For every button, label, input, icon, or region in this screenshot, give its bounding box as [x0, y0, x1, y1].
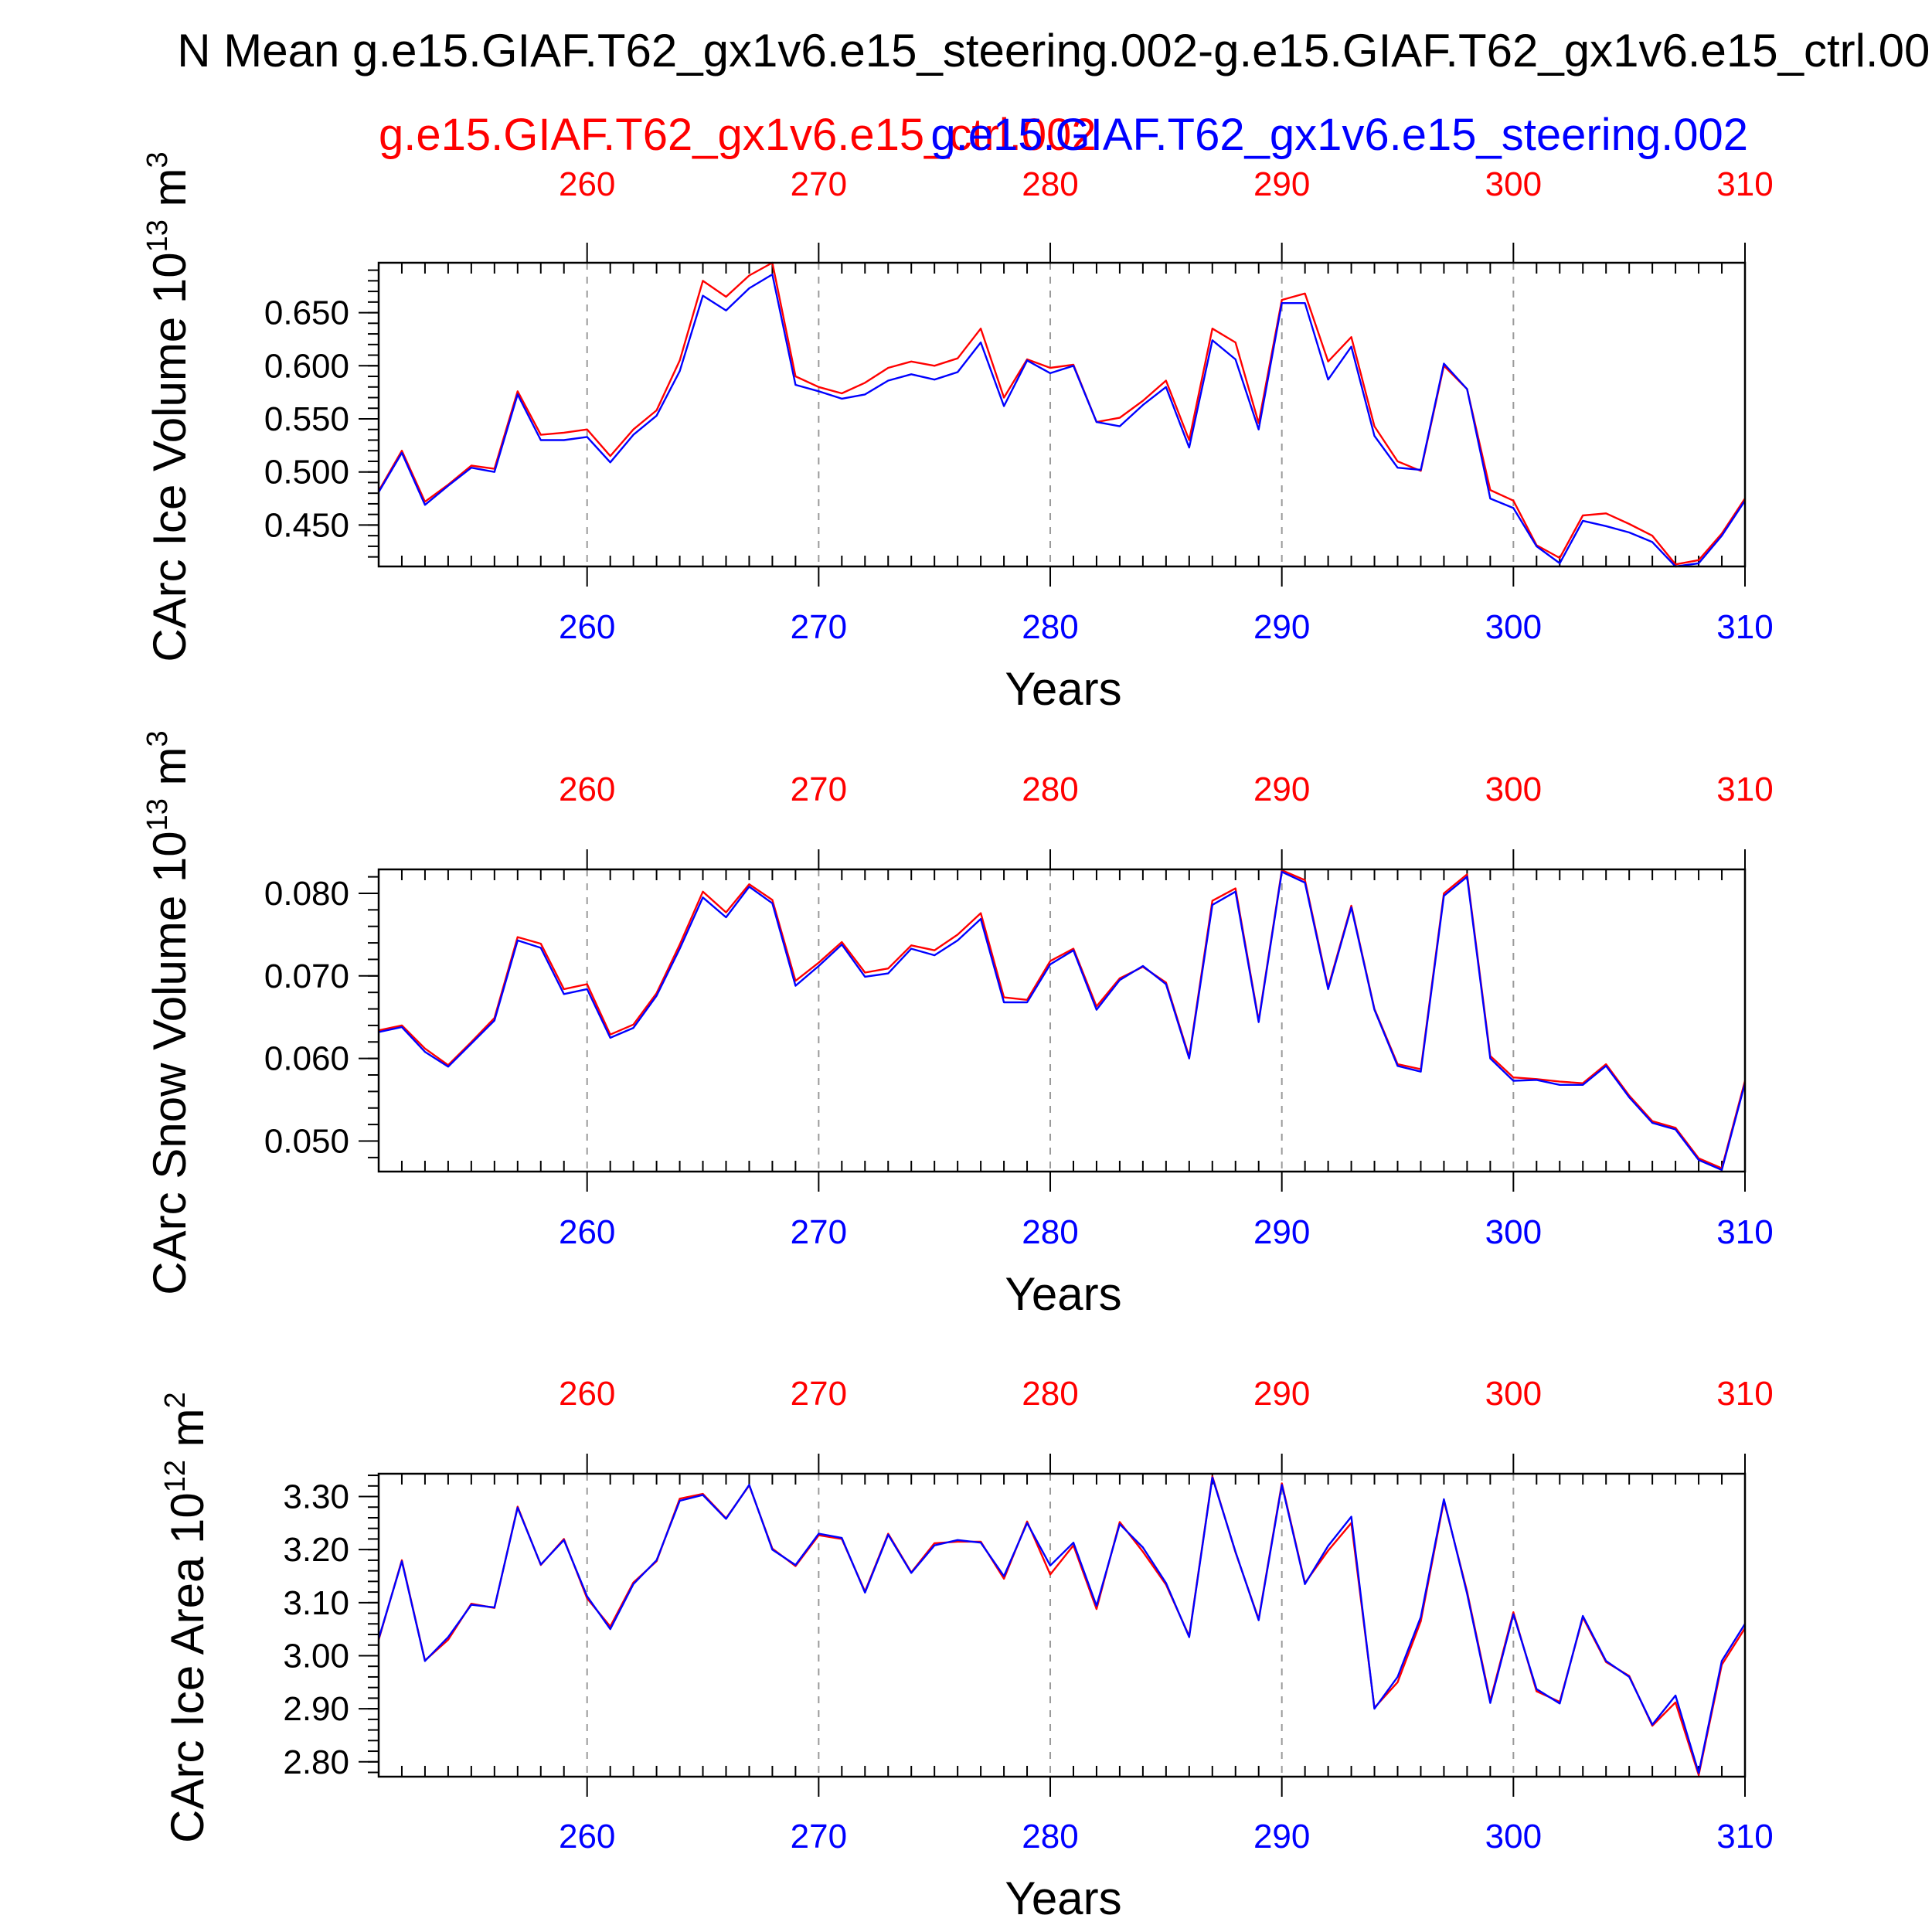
x-tick-label-bottom: 260 [559, 608, 615, 646]
x-tick-label-bottom: 300 [1485, 1213, 1542, 1251]
y-tick-label: 3.30 [283, 1478, 349, 1516]
x-tick-label-bottom: 290 [1253, 608, 1310, 646]
x-tick-label-top: 260 [559, 770, 615, 808]
x-tick-label-top: 270 [791, 770, 847, 808]
x-tick-label-bottom: 290 [1253, 1213, 1310, 1251]
x-tick-label-bottom: 300 [1485, 608, 1542, 646]
x-tick-label-top: 310 [1716, 770, 1773, 808]
series-line-ctrl [377, 261, 1747, 566]
figure-title: N Mean g.e15.GIAF.T62_gx1v6.e15_steering… [177, 25, 1932, 77]
x-tick-label-top: 310 [1716, 1375, 1773, 1413]
x-tick-label-top: 300 [1485, 1375, 1542, 1413]
chart-panel-1: 260 260 270 270 280 280 290 290 300 300 310 310 0.45… [141, 151, 1774, 715]
plot-frame [377, 261, 1747, 568]
series-line-steering [377, 273, 1747, 568]
x-tick-label-top: 290 [1253, 770, 1310, 808]
chart-panel-2: 260 260 270 270 280 280 290 290 300 300 310 310 0.05… [141, 730, 1774, 1320]
y-tick-label: 3.10 [283, 1584, 349, 1622]
x-tick-label-bottom: 270 [791, 1213, 847, 1251]
y-tick-label: 0.080 [264, 875, 349, 913]
y-tick-label: 0.500 [264, 454, 349, 492]
y-axis-label: CArc Snow Volume 1013 m3 [141, 730, 196, 1294]
chart-panel-3: 260 260 270 270 280 280 290 290 300 300 310 310 2.80… [159, 1375, 1774, 1924]
x-tick-label-bottom: 310 [1716, 1213, 1773, 1251]
y-tick-label: 0.600 [264, 347, 349, 385]
y-tick-label: 0.650 [264, 294, 349, 332]
y-axis-label: CArc Ice Area 1012 m2 [159, 1392, 213, 1843]
x-tick-label-bottom: 270 [791, 608, 847, 646]
x-tick-label-top: 280 [1022, 165, 1078, 203]
x-axis-label: Years [1005, 1268, 1121, 1320]
x-tick-label-top: 280 [1022, 1375, 1078, 1413]
x-tick-label-top: 290 [1253, 1375, 1310, 1413]
x-tick-label-top: 270 [791, 1375, 847, 1413]
x-tick-label-bottom: 300 [1485, 1818, 1542, 1855]
x-tick-label-bottom: 280 [1022, 608, 1078, 646]
x-tick-label-bottom: 290 [1253, 1818, 1310, 1855]
y-tick-label: 0.050 [264, 1122, 349, 1160]
x-tick-label-bottom: 310 [1716, 1818, 1773, 1855]
y-tick-label: 0.060 [264, 1040, 349, 1078]
y-axis-label: CArc Ice Volume 1013 m3 [141, 151, 196, 662]
x-axis-label: Years [1005, 663, 1121, 715]
y-tick-label: 3.20 [283, 1531, 349, 1569]
series-line-ctrl [377, 1475, 1747, 1777]
x-tick-label-top: 260 [559, 1375, 615, 1413]
series-line-steering [378, 870, 1747, 1172]
x-tick-label-top: 260 [559, 165, 615, 203]
y-tick-label: 2.80 [283, 1743, 349, 1781]
ctrl-run-label: g.e15.GIAF.T62_gx1v6.e15_ctrl.002 [379, 110, 1097, 160]
steering-run-label: g.e15.GIAF.T62_gx1v6.e15_steering.002 [930, 110, 1748, 160]
x-tick-label-bottom: 280 [1022, 1213, 1078, 1251]
x-tick-label-bottom: 310 [1716, 608, 1773, 646]
x-axis-label: Years [1005, 1872, 1121, 1924]
x-tick-label-top: 310 [1716, 165, 1773, 203]
y-tick-label: 0.450 [264, 506, 349, 544]
x-tick-label-top: 300 [1485, 770, 1542, 808]
series-line-ctrl [378, 869, 1747, 1169]
x-tick-label-top: 270 [791, 165, 847, 203]
series-line-steering [377, 1476, 1747, 1774]
y-tick-label: 2.90 [283, 1690, 349, 1728]
x-tick-label-top: 280 [1022, 770, 1078, 808]
x-tick-label-bottom: 260 [559, 1213, 615, 1251]
y-tick-label: 3.00 [283, 1637, 349, 1675]
x-tick-label-bottom: 280 [1022, 1818, 1078, 1855]
x-tick-label-bottom: 270 [791, 1818, 847, 1855]
x-tick-label-top: 300 [1485, 165, 1542, 203]
y-tick-label: 0.550 [264, 400, 349, 438]
plot-frame [377, 868, 1747, 1173]
plot-frame [377, 1472, 1747, 1778]
y-tick-label: 0.070 [264, 957, 349, 995]
x-tick-label-top: 290 [1253, 165, 1310, 203]
x-tick-label-bottom: 260 [559, 1818, 615, 1855]
